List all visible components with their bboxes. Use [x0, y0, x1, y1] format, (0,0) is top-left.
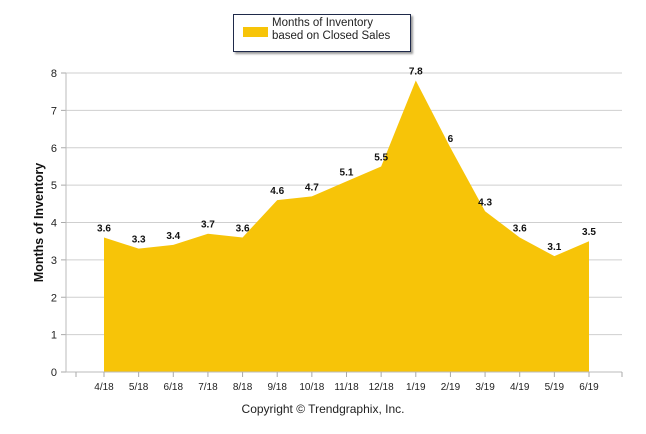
x-tick-label: 12/18: [369, 382, 394, 393]
data-label: 5.1: [340, 167, 354, 178]
y-axis-title: Months of Inventory: [32, 163, 46, 282]
x-tick-label: 7/18: [198, 382, 218, 393]
y-tick-label: 7: [51, 105, 57, 117]
x-tick-label: 6/19: [579, 382, 599, 393]
data-label: 3.1: [547, 242, 561, 253]
x-tick-label: 2/19: [441, 382, 461, 393]
x-tick-label: 8/18: [233, 382, 253, 393]
data-label: 5.5: [374, 152, 388, 163]
data-label: 3.3: [132, 235, 146, 246]
area-series: [104, 80, 589, 372]
x-tick-label: 9/18: [267, 382, 287, 393]
y-tick-label: 0: [51, 367, 57, 379]
data-label: 7.8: [409, 66, 423, 77]
data-label: 4.3: [478, 197, 492, 208]
y-tick-label: 4: [51, 218, 57, 230]
data-label: 4.6: [270, 186, 284, 197]
copyright: Copyright © Trendgraphix, Inc.: [241, 402, 405, 416]
y-tick-label: 3: [51, 255, 57, 267]
x-tick-label: 5/19: [545, 382, 565, 393]
x-tick-label: 5/18: [129, 382, 149, 393]
x-tick-label: 11/18: [334, 382, 359, 393]
legend-label: Months of Inventory based on Closed Sale…: [272, 17, 391, 42]
x-tick-label: 4/19: [510, 382, 530, 393]
data-label: 4.7: [305, 182, 319, 193]
data-label: 3.5: [582, 227, 596, 238]
y-tick-label: 2: [51, 292, 57, 304]
x-tick-label: 3/19: [475, 382, 495, 393]
x-tick-label: 1/19: [406, 382, 426, 393]
data-label: 6: [448, 134, 454, 145]
data-label: 3.6: [236, 223, 250, 234]
x-tick-label: 6/18: [164, 382, 184, 393]
data-label: 3.6: [513, 223, 527, 234]
y-tick-label: 6: [51, 143, 57, 155]
y-tick-label: 1: [51, 330, 57, 342]
data-label: 3.7: [201, 220, 215, 231]
y-tick-label: 5: [51, 180, 57, 192]
data-label: 3.6: [97, 223, 111, 234]
x-tick-label: 4/18: [94, 382, 114, 393]
legend-swatch: [243, 27, 268, 37]
data-label: 3.4: [166, 231, 180, 242]
x-tick-label: 10/18: [299, 382, 324, 393]
legend: Months of Inventory based on Closed Sale…: [233, 14, 411, 52]
y-tick-label: 8: [51, 68, 57, 80]
